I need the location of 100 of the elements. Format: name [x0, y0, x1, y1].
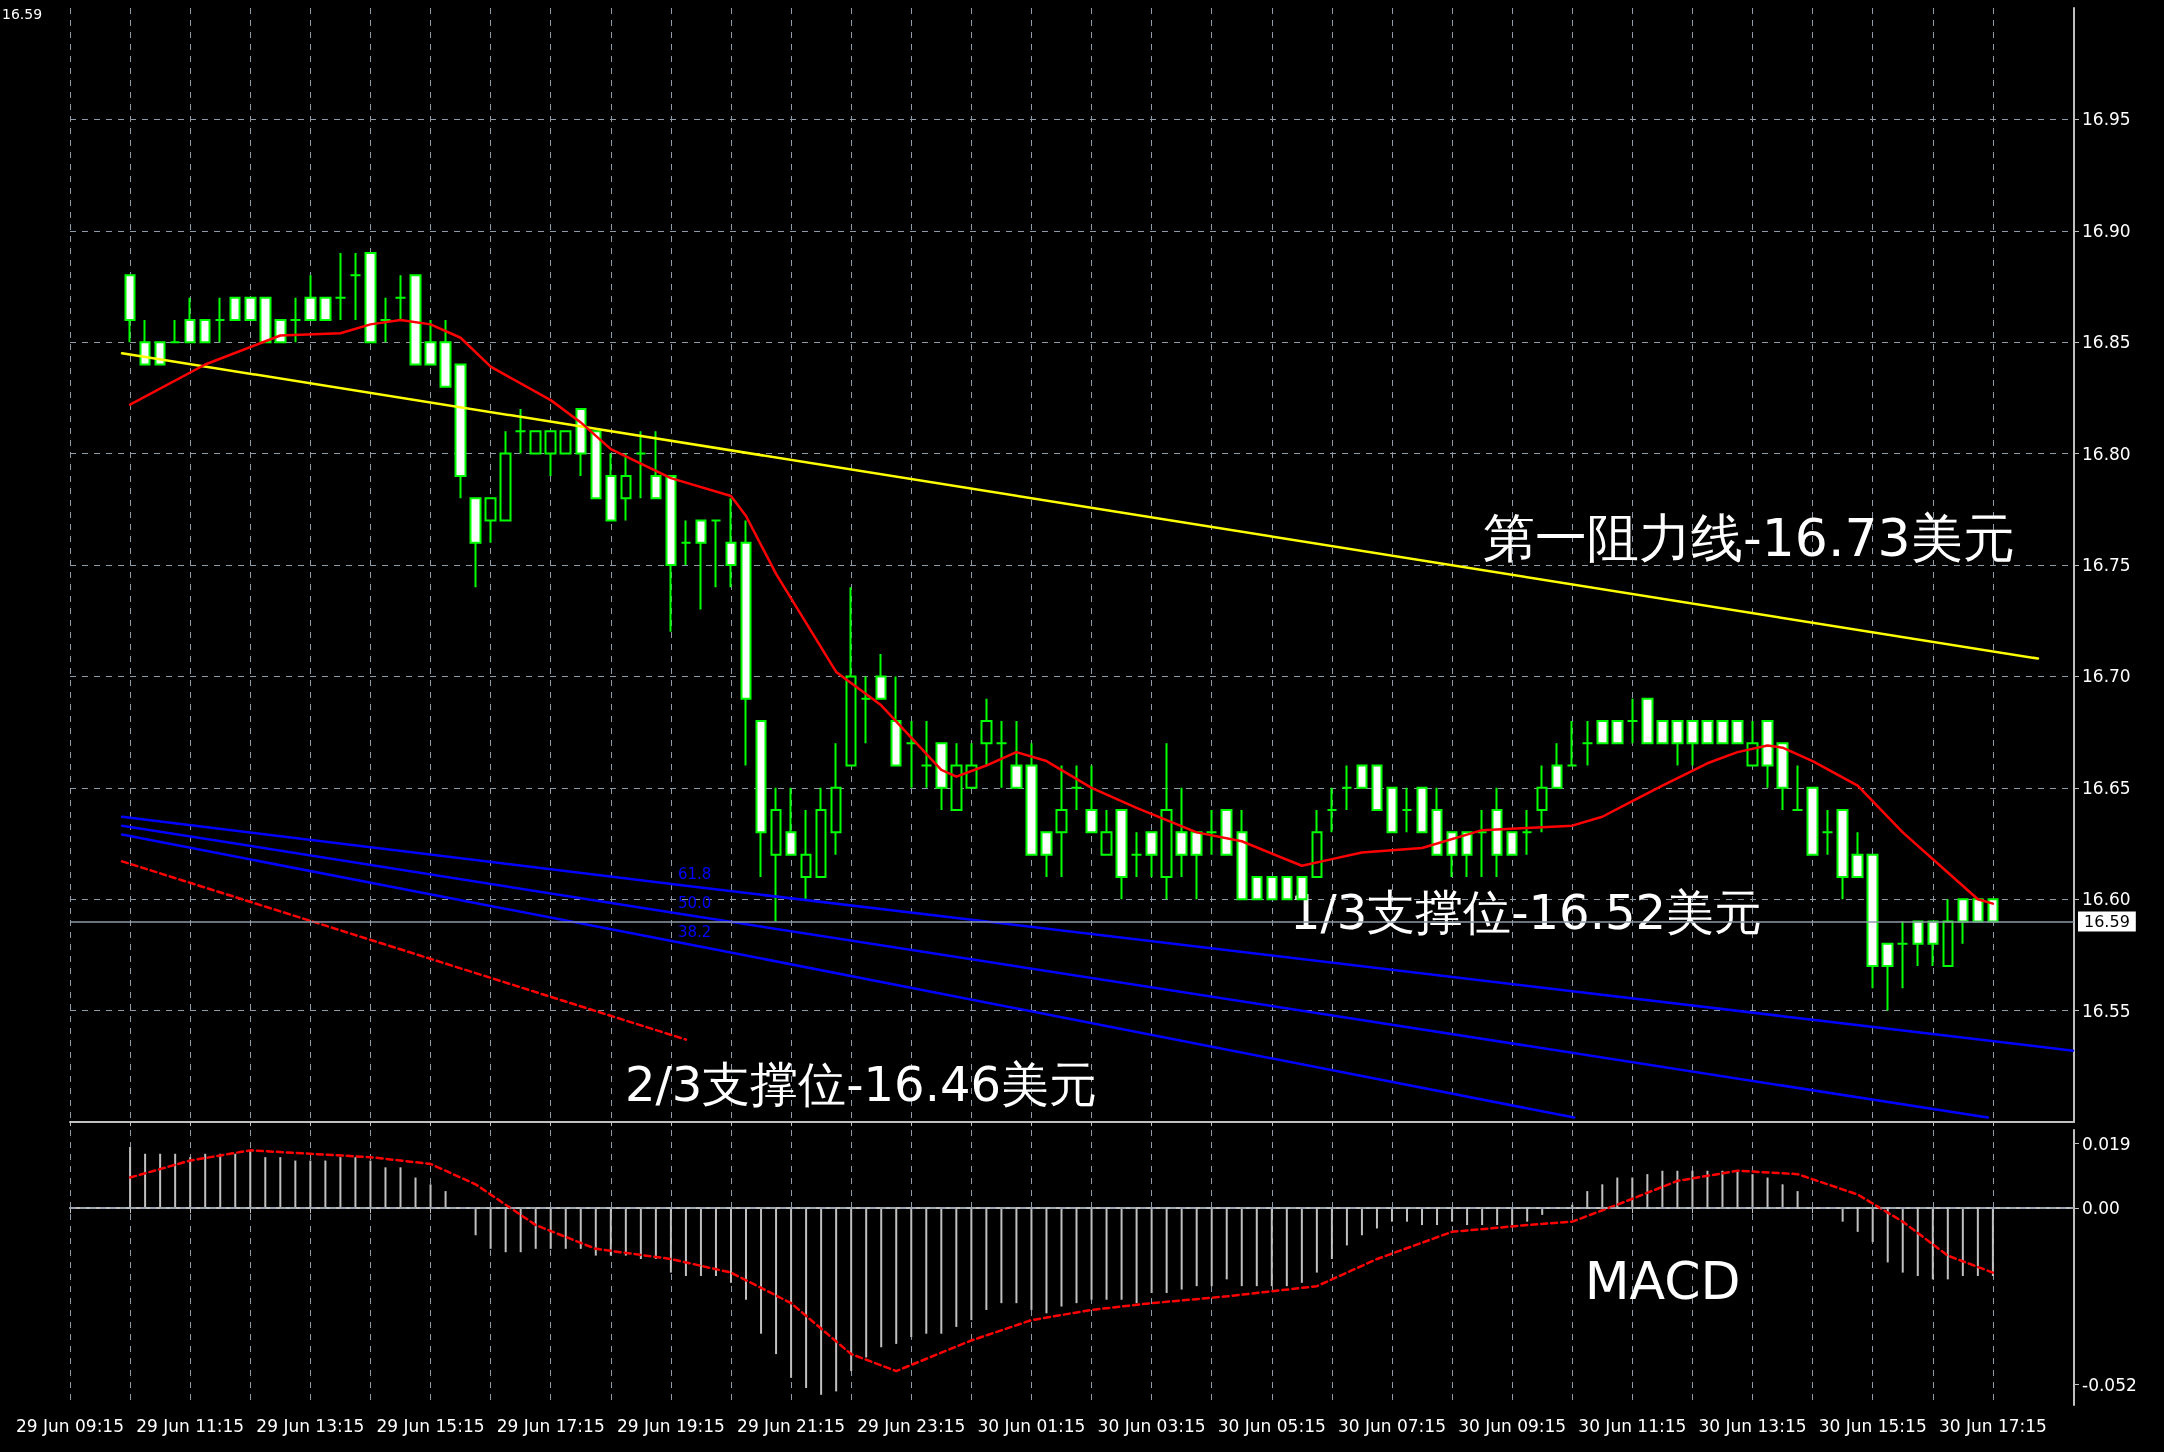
candlestick — [1791, 764, 1804, 812]
candlestick — [740, 519, 752, 767]
candlestick — [800, 809, 812, 901]
candlestick — [1461, 831, 1473, 878]
candlestick — [635, 430, 647, 500]
bar — [1901, 1208, 1904, 1273]
candlestick — [1070, 764, 1083, 812]
y-tick-label: 0.00 — [2082, 1198, 2120, 1219]
candlestick — [1581, 719, 1594, 767]
candlestick — [319, 296, 332, 321]
bar — [1090, 1208, 1093, 1300]
bar — [1481, 1208, 1484, 1226]
bar — [1781, 1184, 1784, 1209]
candlestick — [1341, 764, 1353, 812]
candlestick — [1987, 898, 1999, 923]
candlestick — [1205, 809, 1218, 856]
bar — [144, 1153, 147, 1209]
candlestick — [469, 497, 482, 589]
candlestick — [559, 430, 572, 455]
candlestick — [1145, 831, 1158, 878]
candlestick — [1927, 920, 1939, 968]
bar — [1300, 1208, 1303, 1283]
series-label: 61.8 — [677, 865, 712, 884]
y-tick-label: 16.80 — [2082, 443, 2131, 464]
candlestick — [665, 474, 677, 633]
bar — [204, 1153, 207, 1209]
candlestick — [1611, 719, 1624, 745]
candlestick — [770, 786, 782, 923]
candlestick — [544, 430, 557, 477]
candlestick — [334, 252, 347, 321]
candlestick — [785, 786, 797, 856]
candlestick — [1836, 809, 1849, 901]
candlestick — [1806, 786, 1819, 856]
candlestick — [590, 430, 602, 500]
candlestick — [1371, 764, 1383, 812]
candlestick — [199, 318, 211, 344]
y-tick-label: 16.90 — [2082, 220, 2131, 241]
candlestick — [484, 497, 497, 544]
bar — [1451, 1208, 1454, 1222]
candlestick — [379, 296, 392, 344]
candlestick — [1416, 786, 1428, 834]
candlestick — [605, 452, 617, 522]
candlestick — [1776, 742, 1789, 812]
candlestick — [1476, 809, 1488, 878]
bar — [1661, 1170, 1664, 1209]
candlestick — [695, 519, 707, 611]
bar — [1150, 1208, 1153, 1293]
bar — [489, 1208, 492, 1249]
candlestick — [409, 274, 422, 366]
candlestick — [995, 719, 1008, 789]
bar — [639, 1208, 642, 1260]
candlestick — [1040, 831, 1053, 878]
candlestick — [1641, 697, 1654, 745]
candlestick — [935, 742, 948, 812]
candlestick — [1025, 742, 1038, 856]
bar — [1421, 1208, 1424, 1226]
x-tick-label: 30 Jun 15:15 — [1818, 1415, 1927, 1436]
series-label: 38.2 — [677, 923, 712, 942]
y-tick-label: 16.75 — [2082, 555, 2131, 575]
candlestick — [364, 252, 377, 344]
candlestick — [1446, 831, 1458, 878]
candlestick — [650, 430, 662, 500]
candlestick — [1085, 764, 1098, 834]
bar — [880, 1208, 883, 1348]
bar — [234, 1153, 237, 1209]
candlestick — [1281, 875, 1293, 901]
candlestick — [1115, 809, 1128, 901]
x-tick-label: 30 Jun 07:15 — [1337, 1415, 1446, 1436]
candlestick — [950, 742, 963, 812]
candlestick — [394, 274, 407, 321]
candlestick — [1671, 719, 1684, 767]
candlestick — [1190, 831, 1203, 901]
bar — [699, 1208, 702, 1276]
candlestick — [1401, 786, 1413, 834]
text: 16.59 — [2, 6, 43, 22]
x-tick-label: 30 Jun 01:15 — [977, 1415, 1086, 1436]
text: MACD — [1584, 1250, 1741, 1311]
bar — [1030, 1208, 1033, 1310]
candlestick — [1821, 809, 1834, 856]
candlestick — [1536, 764, 1548, 834]
candlestick — [1251, 875, 1263, 901]
bar — [850, 1208, 853, 1372]
candlestick — [1731, 719, 1744, 745]
y-tick-label: 16.95 — [2082, 109, 2131, 130]
candlestick — [1746, 719, 1759, 767]
y-tick-label: -0.052 — [2082, 1374, 2137, 1395]
candlestick — [244, 296, 257, 321]
candlestick — [815, 786, 827, 878]
x-tick-label: 29 Jun 13:15 — [256, 1415, 365, 1436]
annotation: 第一阻力线-16.73美元 — [1483, 508, 2015, 568]
candlestick — [1326, 786, 1338, 834]
bar — [790, 1208, 793, 1378]
candlestick — [710, 519, 722, 589]
bar — [519, 1208, 522, 1253]
bar — [1210, 1208, 1213, 1287]
candlestick — [214, 296, 226, 344]
candlestick — [755, 719, 767, 878]
x-tick-label: 30 Jun 05:15 — [1217, 1415, 1326, 1436]
candlestick — [1266, 875, 1278, 901]
candlestick — [514, 408, 527, 455]
